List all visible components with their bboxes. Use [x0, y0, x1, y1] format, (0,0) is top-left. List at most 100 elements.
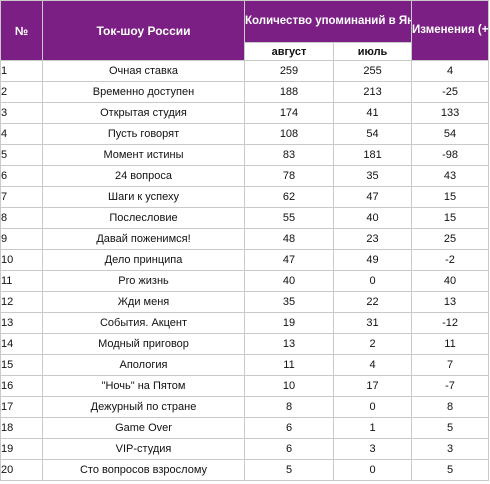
- row-august: 40: [244, 270, 334, 292]
- row-change: -7: [411, 375, 490, 397]
- row-num: 17: [0, 396, 43, 418]
- table-row: 15 Апология 11 4 7: [0, 354, 490, 376]
- table-row: 11 Pro жизнь 40 0 40: [0, 270, 490, 292]
- row-change: 25: [411, 228, 490, 250]
- row-show: События. Акцент: [42, 312, 245, 334]
- row-august: 47: [244, 249, 334, 271]
- row-august: 62: [244, 186, 334, 208]
- table-row: 2 Временно доступен 188 213 -25: [0, 81, 490, 103]
- row-show: Дело принципа: [42, 249, 245, 271]
- row-show: Очная ставка: [42, 60, 245, 82]
- row-show: VIP-студия: [42, 438, 245, 460]
- row-change: -2: [411, 249, 490, 271]
- row-change: -25: [411, 81, 490, 103]
- row-show: Модный приговор: [42, 333, 245, 355]
- row-august: 13: [244, 333, 334, 355]
- row-num: 8: [0, 207, 43, 229]
- row-change: 7: [411, 354, 490, 376]
- row-change: 8: [411, 396, 490, 418]
- row-show: 24 вопроса: [42, 165, 245, 187]
- row-change: 15: [411, 186, 490, 208]
- row-july: 255: [332, 60, 413, 82]
- row-july: 2: [332, 333, 413, 355]
- table-row: 20 Сто вопросов взрослому 5 0 5: [0, 459, 490, 481]
- table-row: 16 "Ночь" на Пятом 10 17 -7: [0, 375, 490, 397]
- row-change: 54: [411, 123, 490, 145]
- row-show: Pro жизнь: [42, 270, 245, 292]
- row-august: 35: [244, 291, 334, 313]
- row-august: 11: [244, 354, 334, 376]
- row-change: 3: [411, 438, 490, 460]
- header-july: июль: [332, 42, 413, 61]
- row-july: 0: [332, 396, 413, 418]
- row-change: 15: [411, 207, 490, 229]
- row-july: 49: [332, 249, 413, 271]
- table-row: 8 Послесловие 55 40 15: [0, 207, 490, 229]
- table-row: 14 Модный приговор 13 2 11: [0, 333, 490, 355]
- row-show: Давай поженимся!: [42, 228, 245, 250]
- row-change: 13: [411, 291, 490, 313]
- header-august: август: [244, 42, 334, 61]
- table-row: 1 Очная ставка 259 255 4: [0, 60, 490, 82]
- table-row: 5 Момент истины 83 181 -98: [0, 144, 490, 166]
- row-show: Апология: [42, 354, 245, 376]
- row-july: 0: [332, 459, 413, 481]
- row-july: 41: [332, 102, 413, 124]
- row-july: 213: [332, 81, 413, 103]
- row-show: Временно доступен: [42, 81, 245, 103]
- row-change: 133: [411, 102, 490, 124]
- row-num: 6: [0, 165, 43, 187]
- row-july: 181: [332, 144, 413, 166]
- row-show: Сто вопросов взрослому: [42, 459, 245, 481]
- row-july: 0: [332, 270, 413, 292]
- row-num: 3: [0, 102, 43, 124]
- table-row: 7 Шаги к успеху 62 47 15: [0, 186, 490, 208]
- row-change: 4: [411, 60, 490, 82]
- row-num: 1: [0, 60, 43, 82]
- row-august: 174: [244, 102, 334, 124]
- row-july: 40: [332, 207, 413, 229]
- row-july: 47: [332, 186, 413, 208]
- row-august: 6: [244, 417, 334, 439]
- row-july: 22: [332, 291, 413, 313]
- header-mentions: Количество упоминаний в Яндекс.Новости, …: [243, 0, 413, 43]
- row-change: 43: [411, 165, 490, 187]
- row-august: 19: [244, 312, 334, 334]
- table-row: 10 Дело принципа 47 49 -2: [0, 249, 490, 271]
- table-row: 19 VIP-студия 6 3 3: [0, 438, 490, 460]
- table-row: 17 Дежурный по стране 8 0 8: [0, 396, 490, 418]
- table-row: 3 Открытая студия 174 41 133: [0, 102, 490, 124]
- table-row: 13 События. Акцент 19 31 -12: [0, 312, 490, 334]
- row-num: 20: [0, 459, 43, 481]
- table-body: 1 Очная ставка 259 255 4 2 Временно доступен 18…: [0, 60, 490, 481]
- row-num: 16: [0, 375, 43, 397]
- row-show: Дежурный по стране: [42, 396, 245, 418]
- row-august: 48: [244, 228, 334, 250]
- row-num: 5: [0, 144, 43, 166]
- row-august: 55: [244, 207, 334, 229]
- row-change: -12: [411, 312, 490, 334]
- row-num: 11: [0, 270, 43, 292]
- row-num: 18: [0, 417, 43, 439]
- row-july: 17: [332, 375, 413, 397]
- row-show: Шаги к успеху: [42, 186, 245, 208]
- row-num: 13: [0, 312, 43, 334]
- row-num: 2: [0, 81, 43, 103]
- row-change: 5: [411, 459, 490, 481]
- table-row: 4 Пусть говорят 108 54 54: [0, 123, 490, 145]
- row-show: Открытая студия: [42, 102, 245, 124]
- row-num: 15: [0, 354, 43, 376]
- table-row: 18 Game Over 6 1 5: [0, 417, 490, 439]
- row-july: 4: [332, 354, 413, 376]
- row-july: 54: [332, 123, 413, 145]
- table-row: 12 Жди меня 35 22 13: [0, 291, 490, 313]
- header-show: Ток-шоу России: [42, 0, 245, 61]
- row-august: 188: [244, 81, 334, 103]
- table-row: 9 Давай поженимся! 48 23 25: [0, 228, 490, 250]
- row-july: 3: [332, 438, 413, 460]
- row-july: 1: [332, 417, 413, 439]
- row-show: Момент истины: [42, 144, 245, 166]
- row-august: 5: [244, 459, 334, 481]
- row-show: "Ночь" на Пятом: [42, 375, 245, 397]
- row-august: 83: [244, 144, 334, 166]
